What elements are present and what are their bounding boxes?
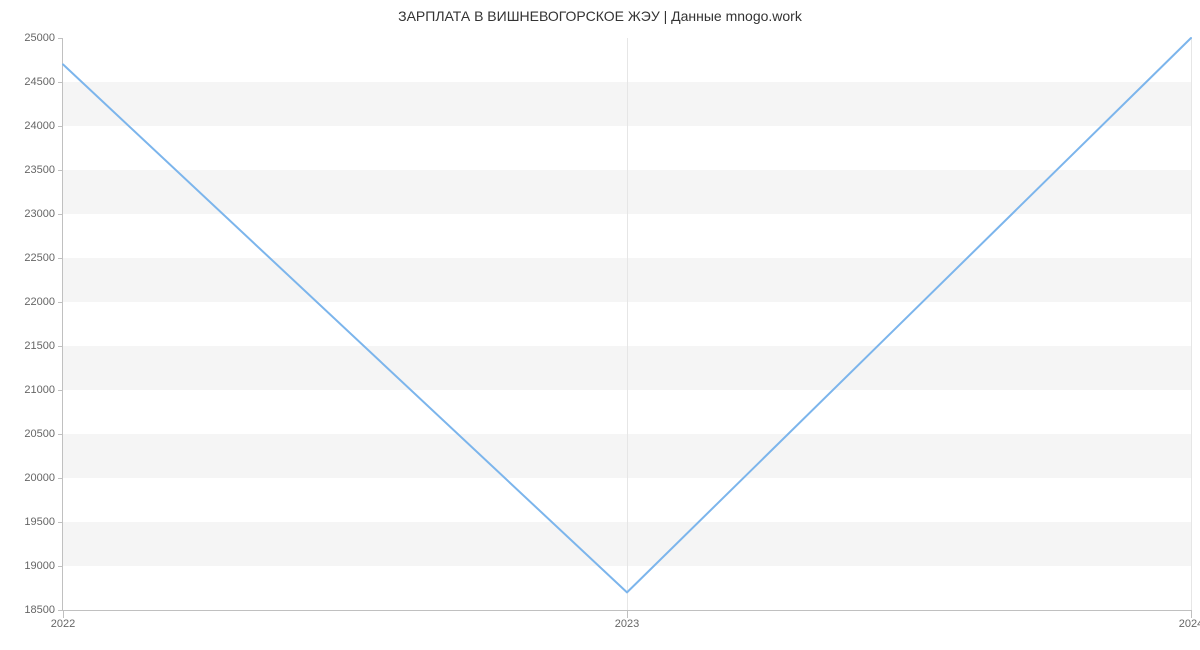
x-gridline	[1191, 38, 1192, 610]
x-tick-mark	[63, 610, 64, 618]
y-tick-label: 18500	[24, 604, 55, 616]
y-tick-label: 23500	[24, 164, 55, 176]
x-tick-label: 2023	[615, 618, 639, 630]
x-tick-label: 2024	[1179, 618, 1200, 630]
line-series	[63, 38, 1191, 610]
y-tick-label: 20500	[24, 428, 55, 440]
y-tick-label: 20000	[24, 472, 55, 484]
y-tick-label: 22000	[24, 296, 55, 308]
y-tick-label: 19500	[24, 516, 55, 528]
y-tick-label: 24500	[24, 76, 55, 88]
x-tick-mark	[627, 610, 628, 618]
y-tick-label: 21000	[24, 384, 55, 396]
chart-title: ЗАРПЛАТА В ВИШНЕВОГОРСКОЕ ЖЭУ | Данные m…	[0, 8, 1200, 24]
y-tick-label: 22500	[24, 252, 55, 264]
plot-area: 1850019000195002000020500210002150022000…	[62, 38, 1191, 611]
y-tick-label: 24000	[24, 120, 55, 132]
y-tick-label: 23000	[24, 208, 55, 220]
x-tick-mark	[1191, 610, 1192, 618]
x-tick-label: 2022	[51, 618, 75, 630]
y-tick-label: 19000	[24, 560, 55, 572]
salary-chart: ЗАРПЛАТА В ВИШНЕВОГОРСКОЕ ЖЭУ | Данные m…	[0, 0, 1200, 650]
y-tick-label: 21500	[24, 340, 55, 352]
y-tick-label: 25000	[24, 32, 55, 44]
